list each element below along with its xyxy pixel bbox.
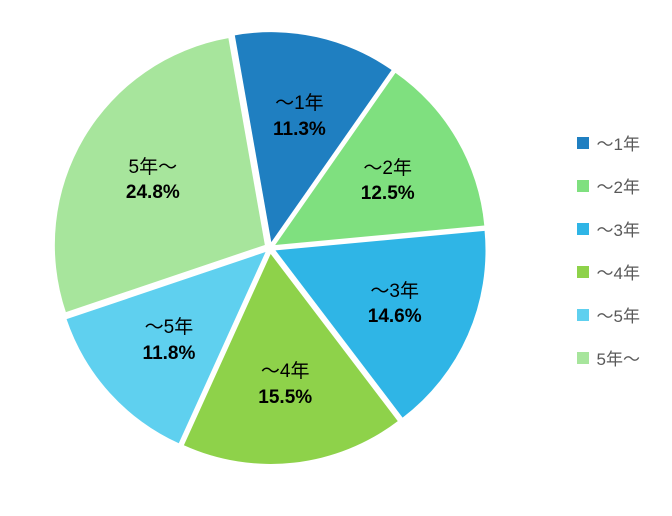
legend-item: ～4年 bbox=[577, 259, 640, 284]
legend-swatch bbox=[577, 223, 589, 235]
legend-swatch bbox=[577, 266, 589, 278]
legend-label: ～4年 bbox=[597, 259, 640, 284]
legend-label: ～2年 bbox=[597, 173, 640, 198]
chart-container: ～1年11.3%～2年12.5%～3年14.6%～4年15.5%～5年11.8%… bbox=[0, 0, 672, 516]
pie-svg bbox=[50, 28, 490, 468]
legend-label: ～1年 bbox=[597, 130, 640, 155]
legend-label: 5年～ bbox=[597, 345, 640, 370]
legend-label: ～5年 bbox=[597, 302, 640, 327]
legend-item: ～3年 bbox=[577, 216, 640, 241]
legend-swatch bbox=[577, 352, 589, 364]
legend-swatch bbox=[577, 137, 589, 149]
pie-chart: ～1年11.3%～2年12.5%～3年14.6%～4年15.5%～5年11.8%… bbox=[50, 28, 490, 468]
legend-label: ～3年 bbox=[597, 216, 640, 241]
legend-item: ～2年 bbox=[577, 173, 640, 198]
legend: ～1年 ～2年 ～3年 ～4年 ～5年 5年～ bbox=[577, 130, 640, 388]
legend-swatch bbox=[577, 309, 589, 321]
legend-swatch bbox=[577, 180, 589, 192]
legend-item: 5年～ bbox=[577, 345, 640, 370]
legend-item: ～5年 bbox=[577, 302, 640, 327]
legend-item: ～1年 bbox=[577, 130, 640, 155]
